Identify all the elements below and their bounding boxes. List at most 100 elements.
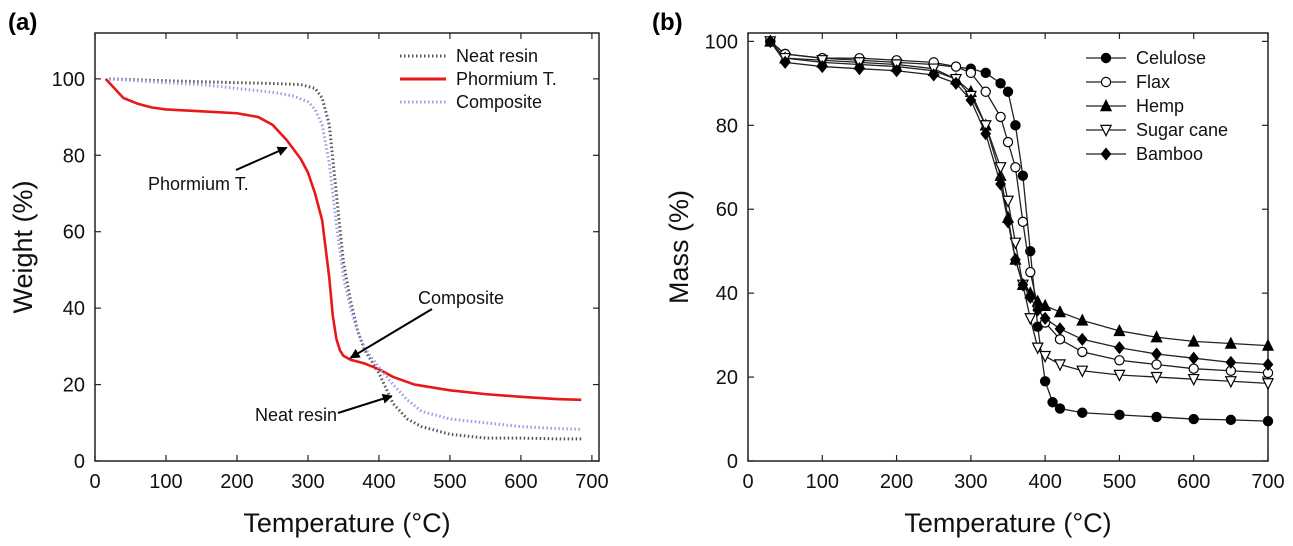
chart-panel-b: 0 100 200 300 400 500 600 700 0 20 40 60 80 100 Temper…: [664, 31, 1285, 538]
data-point: [1039, 311, 1051, 325]
y-tick-label: 20: [63, 375, 85, 397]
data-point: [764, 34, 776, 48]
series-line-neat-resin: [109, 77, 582, 441]
y-tick-label: 80: [716, 115, 738, 137]
plot-frame: [747, 32, 1269, 462]
data-point: [979, 120, 992, 133]
annotation-label: Neat resin: [255, 405, 337, 425]
x-tick-label: 300: [954, 471, 987, 493]
y-tick-label: 60: [716, 199, 738, 221]
data-point: [1113, 369, 1126, 382]
data-point: [1039, 298, 1052, 311]
data-point: [1261, 378, 1275, 391]
x-tick-label: 700: [575, 471, 608, 493]
data-point: [1224, 376, 1237, 389]
series-line-phormium-t-: [104, 77, 582, 402]
data-point: [1224, 336, 1237, 349]
series-line-composite: [109, 77, 582, 431]
data-point: [1047, 397, 1058, 408]
annotation-label: Phormium T.: [148, 174, 249, 194]
data-point: [995, 177, 1006, 191]
data-point: [1100, 76, 1112, 88]
data-point: [928, 68, 940, 82]
x-tick-label: 400: [1028, 471, 1061, 493]
x-tick-label: 300: [291, 471, 324, 493]
data-point: [1077, 407, 1088, 418]
data-point: [1114, 341, 1125, 355]
annotation-arrow: [337, 393, 393, 414]
annotation-arrow: [349, 308, 433, 359]
data-point: [1053, 305, 1067, 318]
data-point: [1010, 162, 1021, 173]
data-point: [1262, 357, 1274, 372]
x-axis-label: Temperature (°C): [904, 508, 1111, 538]
legend-entry: Celulose: [1136, 48, 1206, 68]
annotation-label: Composite: [418, 288, 504, 308]
data-point: [1225, 414, 1237, 426]
y-tick-label: 0: [74, 451, 85, 473]
data-point: [1031, 342, 1044, 355]
data-point: [1039, 376, 1051, 387]
series-line: [769, 40, 1269, 385]
x-tick-label: 100: [149, 471, 182, 493]
data-point: [1002, 86, 1014, 97]
data-point: [1010, 120, 1021, 131]
data-point: [1262, 415, 1274, 427]
data-point: [1100, 147, 1112, 161]
data-point: [950, 61, 962, 72]
data-point: [1002, 136, 1014, 148]
legend-entry: Sugar cane: [1136, 120, 1228, 140]
data-point: [1039, 350, 1052, 364]
data-point: [980, 67, 991, 79]
data-point: [1010, 253, 1021, 267]
data-point: [1114, 409, 1125, 421]
x-tick-label: 600: [1177, 471, 1210, 493]
data-point: [816, 60, 828, 74]
data-point: [965, 67, 977, 79]
series-line: [769, 40, 1269, 374]
y-tick-label: 60: [63, 222, 85, 244]
data-point: [1054, 403, 1066, 414]
data-point: [995, 111, 1006, 123]
data-point: [1053, 359, 1067, 372]
y-tick-label: 0: [727, 451, 738, 473]
data-point: [1151, 359, 1162, 370]
y-tick-label: 20: [716, 367, 738, 389]
data-point: [1188, 363, 1199, 374]
data-point: [779, 55, 791, 69]
data-point: [1077, 346, 1088, 358]
data-point: [1017, 278, 1029, 292]
x-tick-label: 500: [1103, 471, 1136, 493]
x-axis-label: Temperature (°C): [243, 508, 450, 538]
chart-panel-a: 0 100 200 300 400 500 600 700 0 20 40 60 80 100 Temper…: [8, 32, 609, 538]
data-point: [950, 76, 962, 90]
legend-entry: Flax: [1136, 72, 1170, 92]
y-axis-label: Mass (%): [664, 190, 694, 304]
data-point: [891, 64, 902, 78]
x-tick-label: 0: [89, 471, 100, 493]
data-point: [1054, 322, 1066, 336]
plot-frame: [94, 32, 600, 462]
data-point: [1002, 215, 1014, 229]
data-point: [1076, 332, 1088, 346]
data-point: [1150, 330, 1163, 343]
x-tick-label: 600: [504, 471, 537, 493]
data-point: [1188, 413, 1199, 425]
data-point: [1114, 355, 1125, 366]
data-point: [1001, 195, 1015, 208]
data-point: [1032, 303, 1044, 317]
data-point: [1024, 313, 1037, 326]
data-point: [1150, 371, 1163, 385]
y-tick-label: 80: [63, 145, 85, 167]
legend-entry: Neat resin: [456, 46, 538, 66]
data-point: [1151, 411, 1162, 423]
data-point: [1187, 373, 1200, 387]
x-tick-label: 200: [880, 471, 913, 493]
data-point: [980, 127, 992, 141]
data-point: [1017, 170, 1029, 181]
x-tick-label: 0: [742, 471, 753, 493]
legend-entry: Composite: [456, 92, 542, 112]
legend-entry: Bamboo: [1136, 144, 1203, 164]
series-sugar-cane: [764, 36, 1275, 391]
panel-label-b: (b): [652, 9, 683, 36]
